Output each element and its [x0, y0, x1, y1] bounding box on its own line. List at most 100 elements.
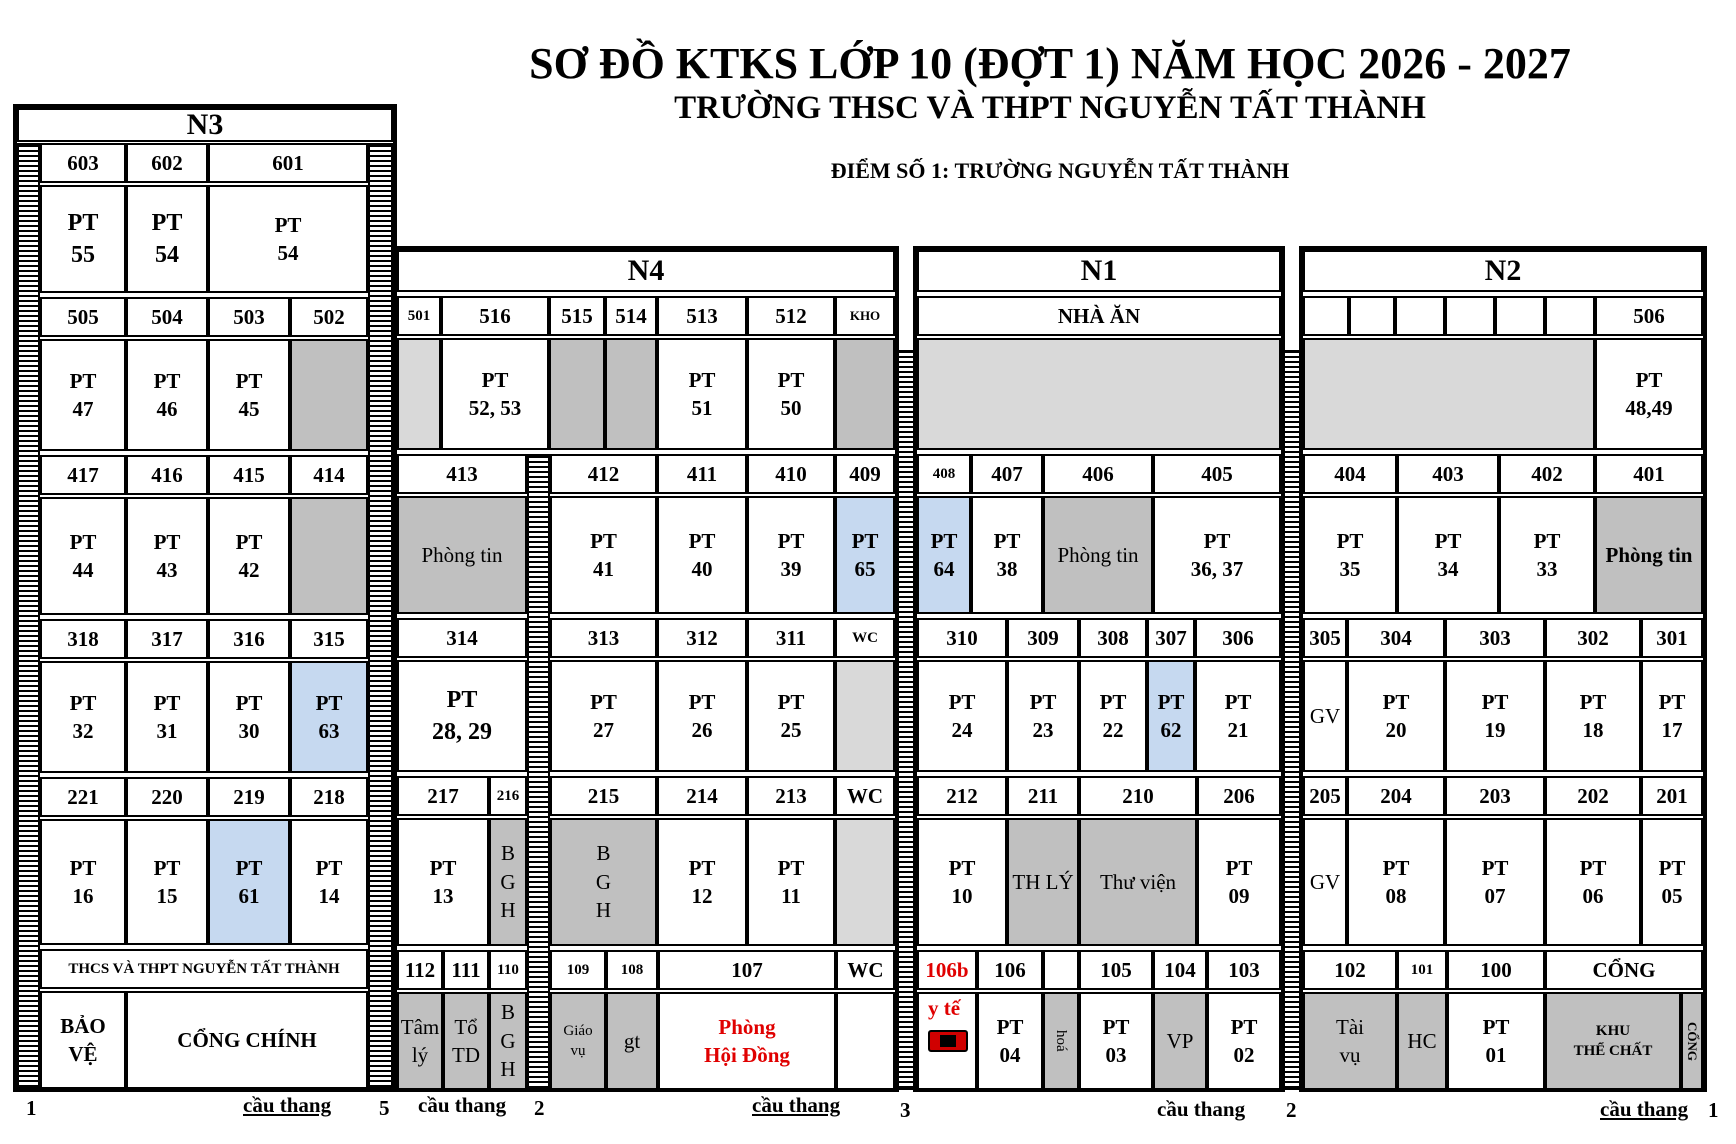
- building-header-n2: N2: [1303, 250, 1703, 292]
- empty-room: [835, 338, 895, 450]
- exam-room-cell: PT 06: [1545, 818, 1641, 946]
- exam-room-cell: PT 39: [747, 496, 835, 614]
- exam-room-cell: PT 11: [747, 818, 835, 946]
- location-label: ĐIỂM SỐ 1: TRƯỜNG NGUYỄN TẤT THÀNH: [830, 158, 1290, 183]
- stairs-label: cầu thang: [243, 1093, 332, 1117]
- room-number: 516: [441, 296, 549, 336]
- physics-lab: TH LÝ: [1007, 818, 1079, 946]
- room-number: 216: [489, 776, 527, 816]
- teacher-room: GV: [1303, 660, 1347, 772]
- room-number: [1395, 296, 1445, 336]
- computer-room: Phòng tin: [1595, 496, 1703, 614]
- canteen: [917, 338, 1281, 450]
- room-number: 301: [1641, 618, 1703, 658]
- room-number: 112: [397, 950, 443, 990]
- medical-kit-icon: [928, 1030, 968, 1052]
- room-number: 410: [747, 454, 835, 494]
- room-number: 315: [290, 619, 368, 659]
- canteen-label: NHÀ ĂN: [917, 296, 1281, 336]
- exam-room-cell: PT 65: [835, 496, 895, 614]
- empty-room: [835, 818, 895, 946]
- exam-room-cell: PT 42: [208, 497, 290, 615]
- exam-room-cell: PT 25: [747, 660, 835, 772]
- room-number: 413: [397, 454, 527, 494]
- medical-label: y tế: [928, 996, 961, 1020]
- room-number: 415: [208, 455, 290, 495]
- building-outline: [393, 246, 899, 1092]
- exam-room-cell: PT 47: [40, 339, 126, 451]
- pe-team-room: Tổ TD: [443, 992, 489, 1090]
- empty-room: [290, 497, 368, 615]
- room-number: 307: [1147, 618, 1195, 658]
- room-number: 515: [549, 296, 605, 336]
- stair-number: 3: [900, 1098, 911, 1122]
- room-number: 405: [1153, 454, 1281, 494]
- exam-room-cell: PT 23: [1007, 660, 1079, 772]
- security-room: BẢO VỆ: [40, 991, 126, 1089]
- exam-room-cell: PT 27: [550, 660, 657, 772]
- exam-room-cell: PT 40: [657, 496, 747, 614]
- room-number: 213: [747, 776, 835, 816]
- room-number: 111: [443, 950, 489, 990]
- exam-room-cell: PT 36, 37: [1153, 496, 1281, 614]
- exam-room-cell: PT 05: [1641, 818, 1703, 946]
- exam-room-cell: PT 50: [747, 338, 835, 450]
- stair-number: 5: [379, 1096, 390, 1120]
- exam-room-cell: PT 35: [1303, 496, 1397, 614]
- exam-room-cell: PT 64: [917, 496, 971, 614]
- academic-office: Giáo vụ: [550, 992, 606, 1090]
- exam-room-cell: PT 14: [290, 819, 368, 945]
- room-number: 306: [1195, 618, 1281, 658]
- room-number: 311: [747, 618, 835, 658]
- room-number: 206: [1197, 776, 1281, 816]
- room-number: 104: [1153, 950, 1207, 990]
- room-number: 314: [397, 618, 527, 658]
- room-number: 601: [208, 143, 368, 183]
- stair-number: 2: [534, 1096, 545, 1120]
- room-number: 110: [489, 950, 527, 990]
- exam-room-cell: PT 17: [1641, 660, 1703, 772]
- room-number: 106b: [917, 950, 977, 990]
- room-number: 416: [126, 455, 208, 495]
- room-number: 408: [917, 454, 971, 494]
- room-number: 220: [126, 777, 208, 817]
- empty-room: [605, 338, 657, 450]
- computer-room: Phòng tin: [1043, 496, 1153, 614]
- room-number: 514: [605, 296, 657, 336]
- room-number: 212: [917, 776, 1007, 816]
- exam-room-cell: PT 15: [126, 819, 208, 945]
- room-number: 204: [1347, 776, 1445, 816]
- room-number: [1545, 296, 1595, 336]
- room-number: 403: [1397, 454, 1499, 494]
- room-number: [1495, 296, 1545, 336]
- room-number: 502: [290, 297, 368, 337]
- empty-room: [290, 339, 368, 451]
- stair-number: 1: [1708, 1098, 1719, 1122]
- room-number: 109: [550, 950, 606, 990]
- room-number: 303: [1445, 618, 1545, 658]
- room-number: 503: [208, 297, 290, 337]
- exam-room-cell: PT 54: [126, 185, 208, 293]
- room-number: 202: [1545, 776, 1641, 816]
- room-number: 312: [657, 618, 747, 658]
- exam-room-cell: PT 51: [657, 338, 747, 450]
- room-number: 210: [1079, 776, 1197, 816]
- side-gate: CỔNG: [1681, 992, 1703, 1090]
- room-number: 304: [1347, 618, 1445, 658]
- room-number: 417: [40, 455, 126, 495]
- exam-room-cell: PT 18: [1545, 660, 1641, 772]
- stairs-label: cầu thang: [1600, 1097, 1689, 1121]
- room-number: 211: [1007, 776, 1079, 816]
- exam-room-cell: PT 19: [1445, 660, 1545, 772]
- room-number: 602: [126, 143, 208, 183]
- room-number: 201: [1641, 776, 1703, 816]
- building-header-n3: N3: [17, 108, 393, 142]
- exam-room-cell: PT 22: [1079, 660, 1147, 772]
- exam-room-cell: PT 52, 53: [441, 338, 549, 450]
- room-number: 302: [1545, 618, 1641, 658]
- exam-room-cell: PT 16: [40, 819, 126, 945]
- room-number: 203: [1445, 776, 1545, 816]
- empty-room: [397, 338, 441, 450]
